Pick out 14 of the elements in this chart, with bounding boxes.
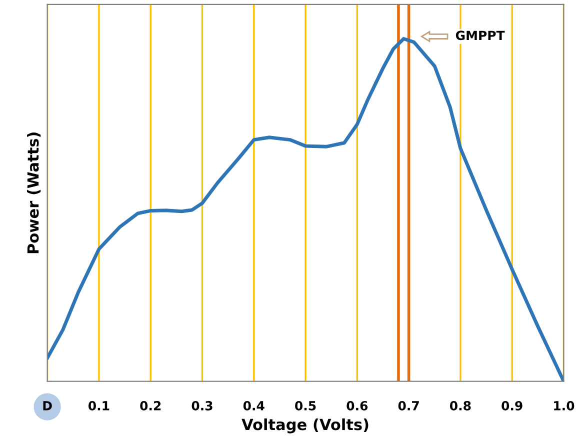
x-tick-label: 0.8 — [450, 400, 471, 410]
x-tick-label: 1.0 — [554, 400, 574, 410]
x-tick-label: 0.9 — [502, 400, 522, 410]
x-tick-label: 0.3 — [192, 400, 212, 410]
y-axis-title: Power (Watts) — [26, 132, 41, 254]
x-tick-label: D — [43, 401, 52, 410]
x-tick-label: 0.6 — [346, 400, 368, 410]
x-tick-label: 0.7 — [398, 400, 419, 410]
x-tick-label: 0.2 — [140, 400, 161, 410]
x-axis-title: Voltage (Volts) — [242, 418, 368, 434]
x-tick-label: 0.1 — [88, 400, 110, 410]
annotation: GMPPT — [456, 30, 505, 40]
x-tick-label: 0.5 — [295, 400, 316, 410]
x-tick-label: 0.4 — [243, 400, 264, 410]
